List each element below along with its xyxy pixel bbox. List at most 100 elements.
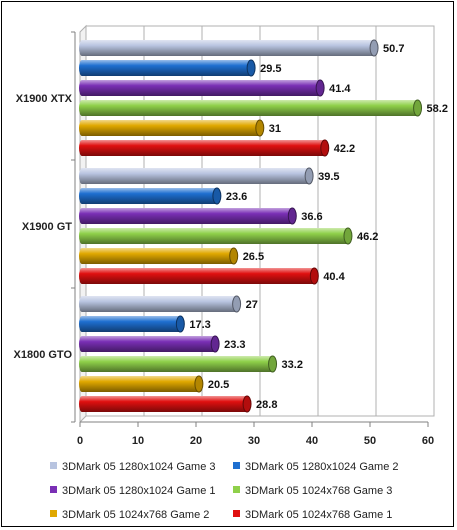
bar xyxy=(79,247,239,265)
bar-body xyxy=(82,188,217,204)
category-label: X1900 XTX xyxy=(16,93,73,105)
data-label: 29.5 xyxy=(260,63,281,75)
data-label: 28.8 xyxy=(256,399,277,411)
legend-label: 3DMark 05 1280x1024 Game 1 xyxy=(62,485,215,497)
bar-body xyxy=(82,248,234,264)
legend-label: 3DMark 05 1280x1024 Game 3 xyxy=(62,461,215,473)
bar-start-cap xyxy=(79,316,85,332)
bar-end-cap xyxy=(343,227,353,245)
bar xyxy=(79,375,204,393)
bar-body xyxy=(82,120,260,136)
bar xyxy=(79,295,242,313)
data-label: 39.5 xyxy=(318,171,339,183)
bar-end-cap xyxy=(232,295,242,313)
bar-start-cap xyxy=(79,40,85,56)
data-label: 27 xyxy=(246,299,258,311)
bar-start-cap xyxy=(79,296,85,312)
category-label: X1800 GTO xyxy=(14,349,73,361)
data-label: 46.2 xyxy=(357,231,378,243)
x-tick-label: 30 xyxy=(248,435,260,447)
bar-end-cap xyxy=(320,139,330,157)
data-label: 41.4 xyxy=(329,83,351,95)
bar xyxy=(79,355,278,373)
bar xyxy=(79,267,319,285)
x-tick-label: 40 xyxy=(306,435,318,447)
bar-end-cap xyxy=(229,247,239,265)
bar-body xyxy=(82,228,348,244)
bar xyxy=(79,335,220,353)
legend: 3DMark 05 1280x1024 Game 3 3DMark 05 1280… xyxy=(50,461,398,521)
data-labels: 50.7 29.5 41.4 58.2 31 42.2 39.5 23.6 36.6 46.2 26… xyxy=(189,43,448,411)
bar-start-cap xyxy=(79,228,85,244)
bar-end-cap xyxy=(287,207,297,225)
bar-end-cap xyxy=(210,335,220,353)
x-tick-label: 10 xyxy=(132,435,144,447)
bar xyxy=(79,187,222,205)
bar-end-cap xyxy=(304,167,314,185)
bar-body xyxy=(82,396,248,412)
bar-start-cap xyxy=(79,208,85,224)
bar xyxy=(79,227,353,245)
bar-start-cap xyxy=(79,80,85,96)
data-label: 58.2 xyxy=(427,103,448,115)
bar-body xyxy=(82,316,181,332)
bar xyxy=(79,167,314,185)
bar-end-cap xyxy=(242,395,252,413)
bar-start-cap xyxy=(79,188,85,204)
data-label: 42.2 xyxy=(334,143,355,155)
bar-body xyxy=(82,100,418,116)
bar-start-cap xyxy=(79,356,85,372)
legend-item: 3DMark 05 1280x1024 Game 1 xyxy=(50,485,215,497)
bar-start-cap xyxy=(79,268,85,284)
legend-swatch xyxy=(233,510,240,517)
data-label: 33.2 xyxy=(282,359,303,371)
bar xyxy=(79,59,256,77)
bar-body xyxy=(82,356,273,372)
bar-end-cap xyxy=(246,59,256,77)
data-label: 26.5 xyxy=(243,251,264,263)
bar-start-cap xyxy=(79,336,85,352)
bar-start-cap xyxy=(79,100,85,116)
data-label: 31 xyxy=(269,123,281,135)
bar-start-cap xyxy=(79,376,85,392)
bar-body xyxy=(82,80,321,96)
bar-body xyxy=(82,40,375,56)
bar-start-cap xyxy=(79,140,85,156)
legend-swatch xyxy=(233,486,240,493)
x-tick-label: 20 xyxy=(190,435,202,447)
legend-item: 3DMark 05 1280x1024 Game 3 xyxy=(50,461,215,473)
legend-label: 3DMark 05 1024x768 Game 1 xyxy=(245,509,392,521)
category-label: X1900 GT xyxy=(22,221,72,233)
bar-body xyxy=(82,208,293,224)
bar-end-cap xyxy=(315,79,325,97)
data-label: 50.7 xyxy=(383,43,404,55)
bar xyxy=(79,139,330,157)
legend-swatch xyxy=(50,462,57,469)
bar-start-cap xyxy=(79,248,85,264)
bar xyxy=(79,315,185,333)
data-label: 40.4 xyxy=(323,271,345,283)
data-label: 20.5 xyxy=(208,379,229,391)
legend-swatch xyxy=(50,510,57,517)
bars xyxy=(79,39,423,413)
data-label: 23.3 xyxy=(224,339,245,351)
data-label: 23.6 xyxy=(226,191,247,203)
bar-body xyxy=(82,168,310,184)
legend-item: 3DMark 05 1024x768 Game 3 xyxy=(233,485,392,497)
bar-end-cap xyxy=(212,187,222,205)
bar xyxy=(79,39,379,57)
bar-body xyxy=(82,268,315,284)
bar xyxy=(79,79,325,97)
bar-body xyxy=(82,140,325,156)
bar-end-cap xyxy=(413,99,423,117)
bar-body xyxy=(82,296,237,312)
axes: 0 10 20 30 40 50 60 X1900 XTX X1900 GT X1800 GTO xyxy=(14,31,434,447)
bar-end-cap xyxy=(175,315,185,333)
bar xyxy=(79,99,423,117)
legend-label: 3DMark 05 1024x768 Game 2 xyxy=(62,509,209,521)
bar-body xyxy=(82,336,216,352)
bar-start-cap xyxy=(79,60,85,76)
bar-start-cap xyxy=(79,168,85,184)
x-tick-label: 0 xyxy=(77,435,83,447)
